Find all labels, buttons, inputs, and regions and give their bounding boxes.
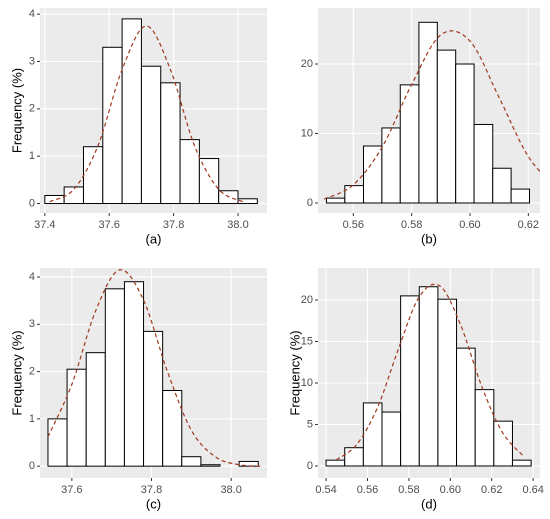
- density-curve: [336, 283, 524, 461]
- y-tick-label: 0: [307, 197, 313, 209]
- x-tick-label: 0.62: [481, 484, 502, 496]
- panel-caption: (b): [421, 231, 437, 246]
- histogram-bar: [237, 198, 258, 205]
- y-tick-label: 5: [307, 418, 313, 430]
- y-tick-label: 10: [301, 377, 313, 389]
- histogram-bar: [162, 390, 183, 467]
- histogram-bar: [66, 368, 87, 467]
- x-tick-label: 0.54: [315, 484, 336, 496]
- x-tick-label: 37.4: [34, 219, 55, 231]
- x-tick-label: 0.64: [522, 484, 543, 496]
- y-tick-label: 0: [307, 460, 313, 472]
- histogram-bar: [200, 464, 221, 467]
- y-tick-label: 15: [301, 335, 313, 347]
- histogram-bar: [123, 281, 145, 467]
- histogram-bar: [381, 411, 402, 467]
- panel: 0 1 2 3 4 37.6 37.8 38.0 Frequency (%) (c): [9, 268, 267, 511]
- y-axis-title: Frequency (%): [9, 68, 24, 153]
- x-tick-label: 0.60: [459, 219, 480, 231]
- y-axis-title: Frequency (%): [287, 330, 302, 415]
- histogram-bar: [140, 65, 162, 205]
- x-tick-label: 37.6: [61, 484, 82, 496]
- y-tick-label: 0: [29, 460, 35, 472]
- histogram-bar: [143, 330, 164, 467]
- histogram-bar: [400, 295, 420, 467]
- histogram-bar: [181, 456, 202, 467]
- histogram-bar: [437, 298, 458, 467]
- y-tick-label: 2: [29, 365, 35, 377]
- y-tick-label: 10: [301, 127, 313, 139]
- histogram-bar: [47, 418, 68, 467]
- histogram-bar: [456, 347, 476, 467]
- x-tick-label: 38.0: [220, 484, 241, 496]
- y-tick-label: 4: [29, 271, 35, 283]
- y-tick-label: 0: [29, 197, 35, 209]
- histogram-bar: [381, 127, 401, 204]
- histogram-bar: [418, 21, 438, 204]
- histogram-bar: [325, 459, 346, 467]
- histogram-bar: [363, 145, 383, 204]
- x-tick-label: 0.58: [398, 484, 419, 496]
- histogram-bar: [160, 82, 181, 205]
- y-tick-label: 20: [301, 58, 313, 70]
- y-tick-label: 1: [29, 413, 35, 425]
- x-tick-label: 37.8: [141, 484, 162, 496]
- histogram-bar: [511, 459, 532, 467]
- y-tick-label: 20: [301, 294, 313, 306]
- histogram-bar: [510, 188, 530, 204]
- density-curve: [47, 269, 264, 467]
- x-tick-label: 37.6: [99, 219, 120, 231]
- histogram-bar: [104, 288, 125, 467]
- x-tick-label: 0.60: [440, 484, 461, 496]
- histogram-bar: [63, 186, 84, 205]
- histogram-bar: [44, 194, 65, 205]
- histogram-bar: [198, 158, 220, 205]
- panel-caption: (c): [146, 496, 161, 511]
- panel: 0 5 10 15 20 0.54 0.56 0.58 0.60 0.62 0.64 Frequenc…: [287, 268, 544, 511]
- histogram-bar: [85, 352, 106, 467]
- y-axis-title: Frequency (%): [9, 330, 24, 415]
- histogram-bar: [473, 123, 494, 204]
- x-tick-label: 0.62: [518, 219, 539, 231]
- x-tick-label: 0.56: [357, 484, 378, 496]
- y-tick-label: 3: [29, 55, 35, 67]
- panel: 0 1 2 3 4 37.4 37.6 37.8 38.0 Frequency (%) (a): [9, 8, 267, 246]
- histogram-bar: [344, 447, 364, 467]
- x-tick-label: 0.58: [401, 219, 422, 231]
- histogram-bar: [418, 286, 439, 467]
- y-tick-label: 3: [29, 318, 35, 330]
- x-tick-label: 37.8: [163, 219, 184, 231]
- density-curve: [323, 30, 540, 200]
- panel-caption: (a): [146, 231, 162, 246]
- histogram-bar: [238, 460, 259, 467]
- y-tick-label: 2: [29, 103, 35, 115]
- y-tick-label: 4: [29, 8, 35, 20]
- histogram-bar: [344, 185, 365, 204]
- histogram-bar: [455, 63, 475, 204]
- histogram-bar: [362, 402, 383, 467]
- panel: 0 10 20 0.56 0.58 0.60 0.62 (b): [301, 8, 540, 246]
- y-tick-label: 1: [29, 150, 35, 162]
- histogram-bar: [436, 49, 457, 204]
- histogram-bar: [492, 167, 512, 204]
- histogram-bar: [325, 197, 346, 204]
- histogram-bar: [82, 146, 104, 205]
- x-tick-label: 0.56: [343, 219, 364, 231]
- panel-caption: (d): [421, 496, 437, 511]
- histogram-bar: [474, 389, 495, 467]
- histogram-bar: [493, 420, 513, 467]
- x-tick-label: 38.0: [227, 219, 248, 231]
- histogram-bar: [102, 46, 123, 205]
